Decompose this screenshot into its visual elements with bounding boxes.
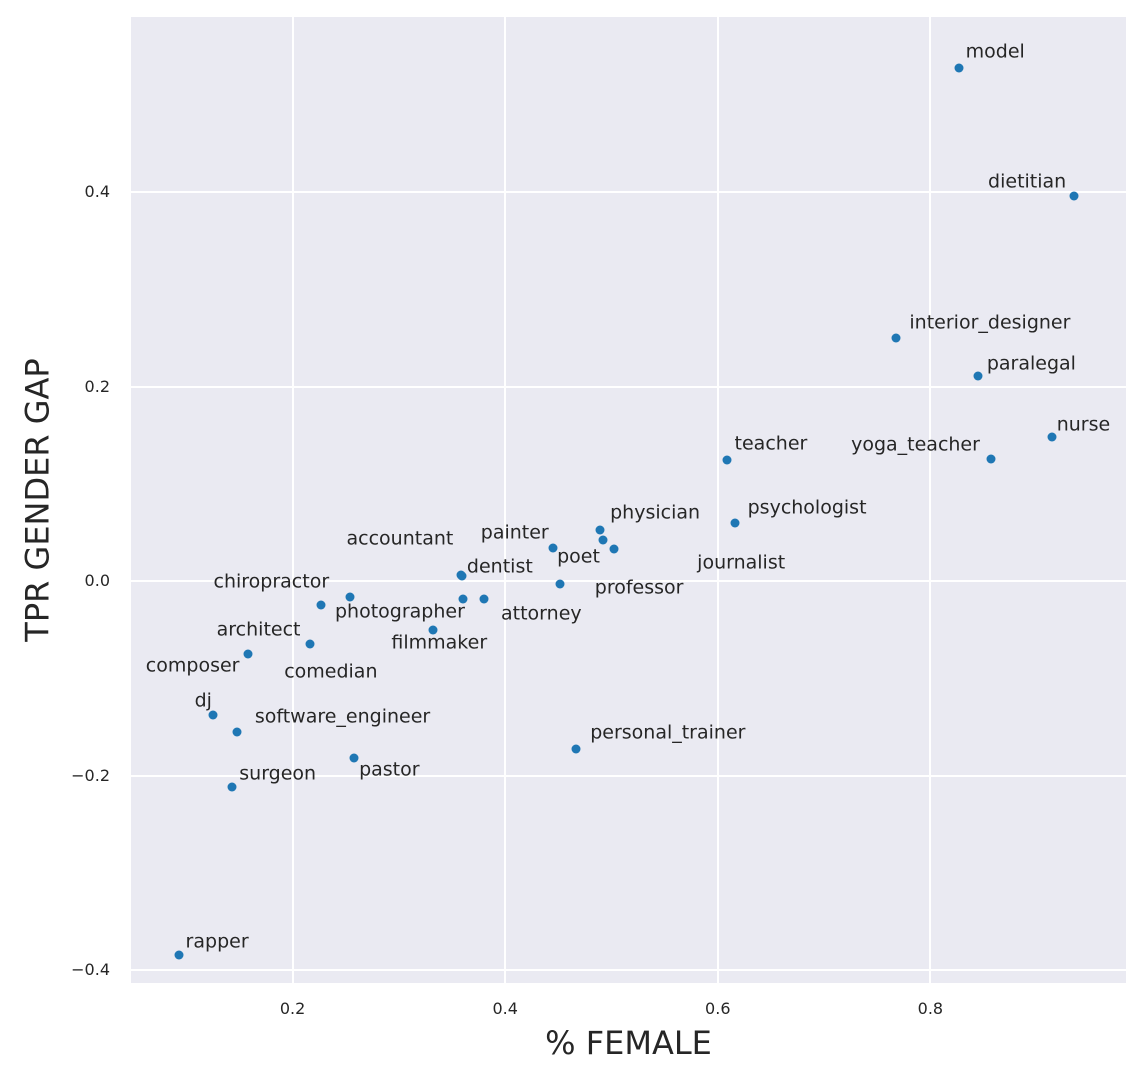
x-tick-label-0.8: 0.8 bbox=[917, 999, 944, 1018]
point-label-psychologist: psychologist bbox=[747, 496, 867, 519]
scatter-point-personal_trainer bbox=[571, 744, 581, 754]
point-label-paralegal: paralegal bbox=[986, 352, 1076, 375]
point-label-architect: architect bbox=[216, 618, 301, 641]
point-label-painter: painter bbox=[480, 521, 549, 544]
y-tick-label-0.0: 0.0 bbox=[84, 571, 110, 591]
gridline-y-−0.4 bbox=[131, 969, 1126, 972]
scatter-point-dietitian bbox=[1069, 191, 1079, 201]
point-label-poet: poet bbox=[557, 545, 600, 568]
plot-area: model dietitian interior_designer paralegal… bbox=[131, 17, 1126, 983]
gridline-y-0.4 bbox=[131, 191, 1126, 194]
point-label-professor: professor bbox=[594, 576, 684, 599]
x-tick-label-0.2: 0.2 bbox=[279, 999, 306, 1018]
scatter-point-physician bbox=[595, 525, 605, 535]
x-tick-label-0.4: 0.4 bbox=[492, 999, 518, 1018]
scatter-point-psychologist bbox=[730, 518, 740, 528]
point-label-interior_designer: interior_designer bbox=[909, 311, 1071, 334]
gridline-x-0.6 bbox=[716, 17, 719, 983]
point-label-composer: composer bbox=[145, 654, 240, 677]
scatter-point-filmmaker bbox=[428, 625, 438, 635]
scatter-point-photographer bbox=[458, 594, 468, 604]
y-tick-label-0.4: 0.4 bbox=[84, 182, 110, 202]
point-label-dentist: dentist bbox=[466, 555, 533, 578]
scatter-point-paralegal bbox=[973, 371, 983, 381]
x-tick-label-0.6: 0.6 bbox=[705, 999, 731, 1018]
point-label-surgeon: surgeon bbox=[239, 762, 317, 785]
point-label-rapper: rapper bbox=[185, 930, 249, 953]
point-label-software_engineer: software_engineer bbox=[254, 705, 431, 728]
point-label-teacher: teacher bbox=[734, 432, 808, 455]
scatter-point-rapper bbox=[174, 950, 184, 960]
scatter-point-attorney bbox=[479, 594, 489, 604]
x-axis-title: % FEMALE bbox=[545, 1024, 712, 1062]
scatter-point-nurse bbox=[1047, 432, 1057, 442]
y-tick-label-0.2: 0.2 bbox=[84, 376, 110, 396]
point-label-physician: physician bbox=[610, 501, 701, 524]
scatter-point-teacher bbox=[722, 455, 732, 465]
scatter-point-painter bbox=[548, 543, 558, 553]
scatter-point-chiropractor bbox=[345, 592, 355, 602]
scatter-point-professor bbox=[555, 579, 565, 589]
point-label-yoga_teacher: yoga_teacher bbox=[851, 433, 980, 456]
y-tick-label-−0.2: −0.2 bbox=[71, 765, 110, 785]
y-axis-title-box: TPR GENDER GAP bbox=[8, 17, 68, 983]
point-label-accountant: accountant bbox=[346, 527, 454, 550]
scatter-point-comedian bbox=[305, 639, 315, 649]
scatter-point-model bbox=[954, 63, 964, 73]
point-label-dj: dj bbox=[194, 689, 212, 712]
scatter-point-dentist bbox=[457, 571, 467, 581]
point-label-journalist: journalist bbox=[697, 551, 786, 574]
scatter-point-yoga_teacher bbox=[986, 454, 996, 464]
gridline-x-0.8 bbox=[929, 17, 932, 983]
scatter-point-architect bbox=[316, 600, 326, 610]
scatter-point-interior_designer bbox=[891, 333, 901, 343]
point-label-nurse: nurse bbox=[1056, 413, 1111, 436]
scatter-point-composer bbox=[243, 649, 253, 659]
point-label-filmmaker: filmmaker bbox=[391, 631, 488, 654]
point-label-dietitian: dietitian bbox=[988, 170, 1067, 193]
scatter-point-pastor bbox=[349, 753, 359, 763]
scatter-point-dj bbox=[208, 710, 218, 719]
gridline-x-0.2 bbox=[291, 17, 294, 983]
y-axis-title: TPR GENDER GAP bbox=[19, 358, 58, 642]
point-label-model: model bbox=[965, 40, 1025, 63]
point-label-personal_trainer: personal_trainer bbox=[590, 721, 746, 744]
gridline-y-0.2 bbox=[131, 385, 1126, 388]
point-label-pastor: pastor bbox=[359, 758, 420, 781]
gridline-y-−0.2 bbox=[131, 774, 1126, 777]
scatter-point-poet bbox=[598, 535, 608, 545]
point-label-comedian: comedian bbox=[284, 660, 378, 683]
point-label-chiropractor: chiropractor bbox=[213, 570, 330, 593]
gridline-y-0.0 bbox=[131, 580, 1126, 583]
scatter-point-surgeon bbox=[227, 782, 237, 792]
scatter-point-software_engineer bbox=[232, 727, 242, 737]
gridline-x-0.4 bbox=[504, 17, 507, 983]
point-label-photographer: photographer bbox=[334, 600, 465, 623]
scatter-point-journalist bbox=[609, 544, 619, 554]
point-label-attorney: attorney bbox=[501, 602, 582, 625]
y-tick-label-−0.4: −0.4 bbox=[71, 960, 110, 980]
